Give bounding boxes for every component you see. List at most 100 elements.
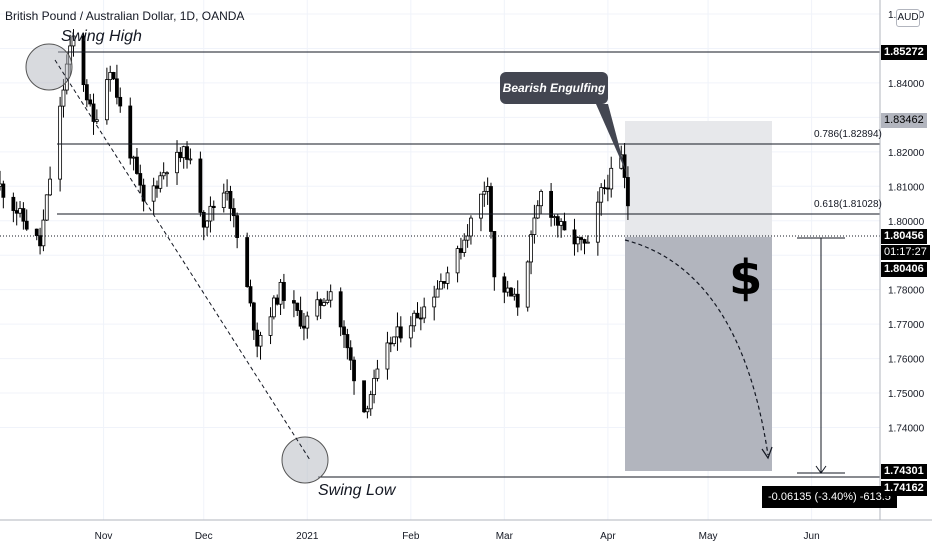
candle-body [325,299,330,303]
candle-body [225,190,230,194]
candle-body [24,220,29,230]
reward-zone [625,237,772,471]
candle-body [181,146,186,159]
candle-body [155,185,159,189]
candle-body [482,190,487,195]
candle-body [582,239,587,244]
candle-body [575,237,580,245]
candle-body [178,151,183,159]
candle-body [455,248,460,274]
projection-arrowhead [761,446,773,460]
candle-body [362,380,366,413]
candle-body [84,84,89,101]
candle-body [281,281,286,301]
candle-body [275,297,280,305]
swing-trendline [54,59,311,461]
swing-low-circle [281,436,329,484]
candle-body [459,248,463,253]
candle-body [579,237,584,240]
candle-body [255,329,260,347]
candle-body [165,172,169,175]
candle-body [529,234,533,263]
candle-body [515,293,520,308]
candle-body [602,187,607,190]
candle-body [599,187,604,203]
candle-body [175,151,179,174]
candle-body [585,241,590,244]
candle-body [292,300,296,304]
candle-body [14,210,19,214]
price-tick-label: 1.76000 [888,355,925,366]
candle-body [392,336,397,344]
candle-body [91,103,96,122]
candle-body [328,291,333,301]
candle-body [318,299,323,306]
swing-high-label: Swing High [61,28,142,45]
candle-body [104,79,109,121]
candle-body [88,99,93,105]
candle-body [512,293,517,297]
time-tick-label: 2021 [296,531,319,542]
measure-arrowhead [815,465,827,474]
candle-body [372,377,376,396]
candle-body [465,235,470,241]
candle-body [609,167,614,190]
candle-body [562,221,567,231]
candle-body [445,272,450,284]
candle-body [352,359,356,382]
candle-body [462,239,467,253]
candle-body [469,217,473,237]
candle-body [315,299,320,317]
candle-body [435,288,440,298]
candle-body [221,192,226,208]
candle-body [48,178,52,196]
price-tick-label: 1.74000 [888,424,925,435]
candle-body [268,316,273,336]
candle-body [375,368,380,379]
candle-body [365,408,370,413]
target-price-tag: 1.80406 [881,262,927,277]
candle-body [231,208,236,217]
candle-body [385,342,390,370]
candle-body [532,217,537,235]
candle-body [298,310,303,327]
stop-price-tag: 1.74301 [881,464,927,479]
candle-body [368,394,373,410]
time-tick-label: Nov [95,531,113,542]
close-price-tag: 1.80456 [881,229,927,244]
time-tick-label: Mar [496,531,514,542]
dollar-sign: $ [729,250,763,306]
chart-title: British Pound / Australian Dollar, 1D, O… [5,9,245,23]
candle-body [605,187,610,190]
candle-body [432,296,437,308]
swing-high-price-tag: 1.85272 [881,45,927,60]
price-axis: 1.860001.850001.840001.830001.820001.810… [888,10,925,435]
candle-body [141,184,146,202]
candle-body [161,172,166,177]
candle-body [535,205,540,219]
candle-body [549,190,553,218]
candle-body [559,221,564,226]
swing-high-circle [25,43,73,91]
candle-body [0,183,2,187]
candle-body [94,119,99,122]
bubble-pointer [596,104,626,172]
candle-body [408,325,413,339]
time-tick-label: Dec [195,531,213,542]
time-axis: Nov Dec 2021 Feb Mar Apr May Jun [95,531,820,542]
candle-body [552,216,557,219]
candle-body [188,158,193,161]
candle-body [492,231,497,278]
swing-low-label: Swing Low [318,482,396,499]
candle-body [388,342,393,345]
candle-body [525,261,530,308]
candle-body [44,194,49,221]
price-tick-label: 1.84000 [888,79,925,90]
candle-body [505,287,510,293]
currency-button[interactable]: AUD [896,9,920,27]
candle-body [118,96,123,107]
fib-786-price-tag: 1.83462 [881,113,927,128]
candle-body [151,185,156,202]
candle-body [18,208,22,214]
